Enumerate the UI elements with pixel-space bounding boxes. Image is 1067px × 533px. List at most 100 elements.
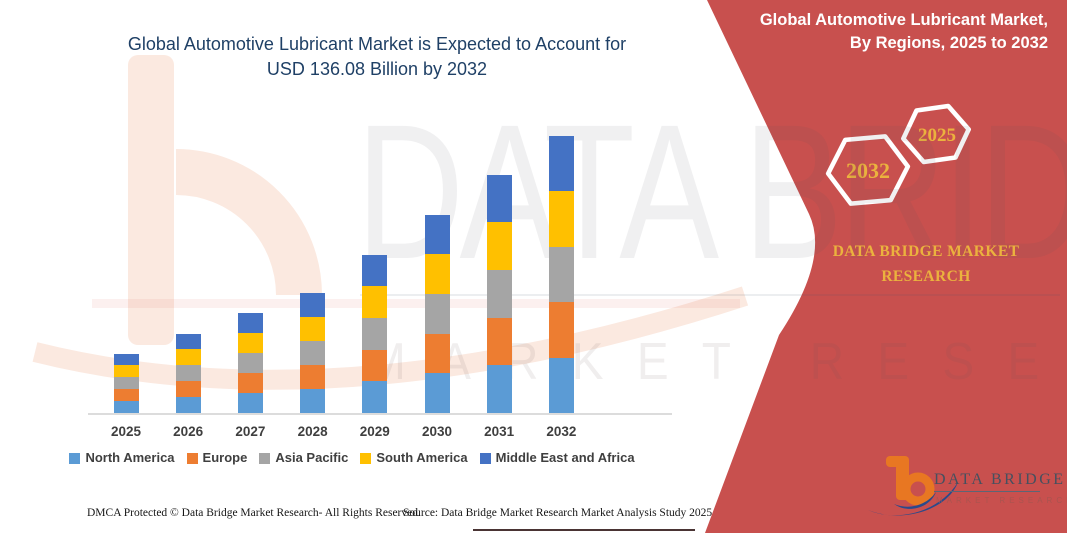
watermark-text-marketresearch: MARKET RESEARCH [366, 333, 1067, 391]
watermark-b-bowl [175, 149, 322, 296]
x-axis-label-2027: 2027 [235, 424, 266, 439]
legend-item-europe: Europe [186, 450, 248, 465]
bar-segment-asia-pacific-2031 [486, 269, 512, 318]
bar-segment-asia-pacific-2029 [362, 317, 388, 350]
bar-segment-europe-2029 [362, 349, 388, 382]
legend-swatch-south-america [360, 452, 372, 464]
bar-segment-middle-east-and-africa-2027 [237, 313, 263, 333]
hexagon-2032-icon [825, 134, 911, 206]
chart-title: Global Automotive Lubricant Market is Ex… [90, 32, 664, 82]
banner-heading: Global Automotive Lubricant Market, By R… [708, 9, 1048, 55]
bar-2028 [300, 292, 326, 413]
bar-segment-asia-pacific-2027 [237, 353, 263, 373]
bar-segment-middle-east-and-africa-2030 [424, 214, 450, 255]
legend-item-south-america: South America [360, 450, 468, 465]
bar-segment-europe-2028 [300, 364, 326, 389]
bar-segment-north-america-2028 [300, 388, 326, 413]
legend-label-asia-pacific: Asia Pacific [275, 450, 349, 465]
hexagon-2025-label: 2025 [918, 125, 956, 146]
x-axis-label-2026: 2026 [173, 424, 204, 439]
bar-segment-middle-east-and-africa-2028 [300, 292, 326, 317]
legend-label-middle-east-and-africa: Middle East and Africa [495, 450, 635, 465]
footer-source-text: Source: Data Bridge Market Research Mark… [403, 507, 713, 519]
bottom-accent-strip [473, 529, 695, 531]
hexagon-2025-icon [901, 103, 971, 165]
bar-segment-europe-2025 [113, 389, 139, 402]
bar-2027 [237, 313, 263, 413]
x-axis-label-2028: 2028 [297, 424, 328, 439]
bar-segment-asia-pacific-2032 [548, 246, 574, 302]
bar-segment-north-america-2029 [362, 381, 388, 413]
bar-segment-north-america-2030 [424, 373, 450, 413]
chart-title-line2: USD 136.08 Billion by 2032 [266, 58, 488, 79]
watermark-swoosh [32, 286, 749, 390]
bar-segment-south-america-2031 [486, 222, 512, 270]
bar-segment-middle-east-and-africa-2032 [548, 135, 574, 191]
hexagon-2032-label: 2032 [846, 158, 890, 183]
banner-shape [705, 0, 1067, 533]
banner-brand-line1: DATA BRIDGE MARKET [832, 243, 1020, 260]
legend-swatch-europe [186, 452, 198, 464]
bar-2029 [362, 254, 388, 413]
watermark-rule [360, 294, 1060, 296]
bar-segment-south-america-2032 [548, 191, 574, 247]
banner-heading-line2: By Regions, 2025 to 2032 [849, 33, 1048, 52]
legend-item-middle-east-and-africa: Middle East and Africa [479, 450, 635, 465]
bar-segment-middle-east-and-africa-2026 [175, 333, 201, 350]
bar-segment-middle-east-and-africa-2025 [113, 353, 139, 366]
bar-segment-south-america-2030 [424, 254, 450, 294]
x-axis-label-2031: 2031 [484, 424, 515, 439]
bar-segment-south-america-2026 [175, 349, 201, 366]
bar-segment-europe-2032 [548, 302, 574, 358]
logo-brand-text: DATA BRIDGE [934, 471, 1066, 488]
legend-label-europe: Europe [202, 450, 248, 465]
bar-segment-europe-2026 [175, 381, 201, 398]
bar-2026 [175, 333, 201, 413]
legend-swatch-middle-east-and-africa [479, 452, 491, 464]
bar-segment-asia-pacific-2026 [175, 365, 201, 382]
watermark-text-databridge: DATA BRIDGE [356, 84, 1067, 299]
bar-segment-middle-east-and-africa-2031 [486, 174, 512, 223]
bar-segment-south-america-2029 [362, 286, 388, 318]
bar-segment-south-america-2028 [300, 316, 326, 341]
bar-segment-north-america-2031 [486, 365, 512, 413]
bar-segment-europe-2027 [237, 373, 263, 393]
x-axis-label-2030: 2030 [421, 424, 453, 439]
bar-segment-south-america-2027 [237, 333, 263, 353]
legend-item-asia-pacific: Asia Pacific [259, 450, 348, 465]
banner-brand-line2: RESEARCH [881, 268, 971, 286]
chart-legend: North America Europe Asia Pacific South Ame… [60, 450, 644, 465]
bar-segment-asia-pacific-2030 [424, 293, 450, 334]
bar-2032 [548, 135, 574, 413]
logo-underline [934, 491, 1040, 492]
x-axis-label-2029: 2029 [359, 424, 390, 439]
banner-brand-text: DATA BRIDGE MARKET RESEARCH [806, 239, 1046, 289]
legend-label-north-america: North America [85, 450, 175, 465]
bar-2031 [486, 174, 512, 413]
x-axis-line [88, 413, 672, 415]
chart-plot: 2025 2026 2027 2028 2029 2030 2031 2032 [88, 118, 672, 439]
chart-title-line1: Global Automotive Lubricant Market is Ex… [127, 34, 627, 54]
footer-dmca-text: DMCA Protected © Data Bridge Market Rese… [87, 507, 421, 519]
watermark-b-stem [128, 55, 174, 345]
banner-heading-line1: Global Automotive Lubricant Market, [759, 11, 1048, 29]
bar-segment-north-america-2025 [113, 401, 139, 413]
legend-label-south-america: South America [376, 450, 468, 465]
bar-segment-north-america-2027 [237, 393, 263, 413]
bar-segment-north-america-2026 [175, 397, 201, 413]
legend-swatch-asia-pacific [259, 452, 271, 464]
legend-swatch-north-america [69, 452, 81, 464]
data-bridge-logo-icon [868, 456, 958, 516]
watermark-stripe [92, 299, 740, 308]
bar-2030 [424, 214, 450, 413]
legend-item-north-america: North America [69, 450, 175, 465]
x-axis-label-2032: 2032 [546, 424, 577, 439]
bar-segment-europe-2030 [424, 333, 450, 374]
bar-segment-europe-2031 [486, 317, 512, 366]
bar-2025 [113, 353, 139, 413]
x-axis-label-2025: 2025 [110, 424, 142, 439]
bar-segment-asia-pacific-2025 [113, 377, 139, 390]
